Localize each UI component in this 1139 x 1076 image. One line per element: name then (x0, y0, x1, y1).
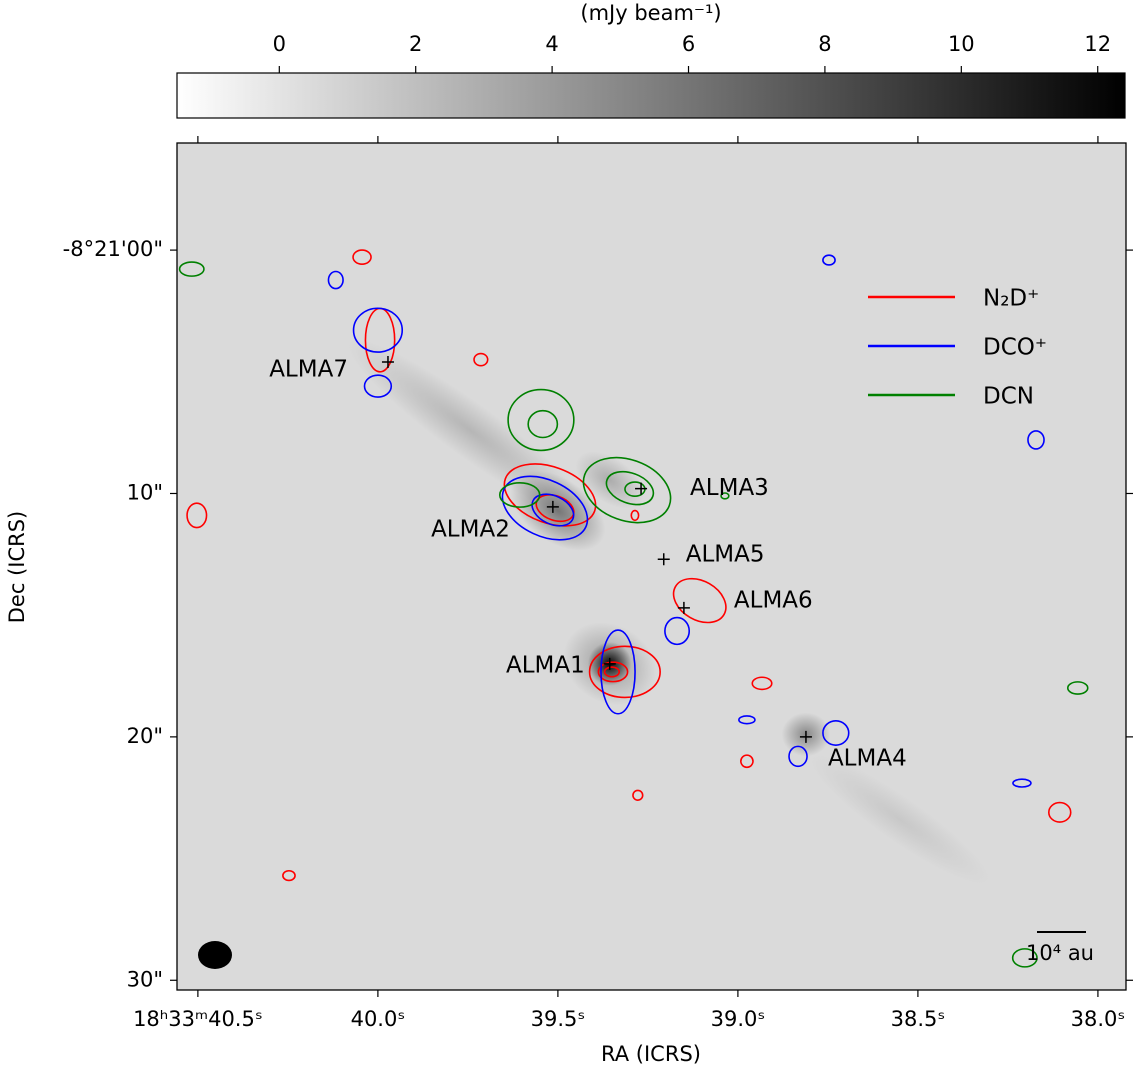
source-label: ALMA7 (269, 357, 348, 383)
contour (788, 745, 808, 768)
image (177, 143, 1126, 990)
contour (363, 374, 393, 398)
colorbar (176, 72, 1126, 119)
contour (632, 789, 644, 801)
contour (822, 720, 850, 746)
contour (1066, 681, 1089, 695)
y-tick-label: 10" (127, 480, 163, 504)
contour (605, 470, 655, 506)
x-tick-label: 18ʰ33ᵐ40.5ˢ (133, 1007, 263, 1031)
source-label: ALMA1 (506, 652, 585, 678)
colorbar-tick-label: 4 (545, 32, 558, 56)
contour (282, 869, 296, 882)
colorbar-label: (mJy beam⁻¹) (580, 1, 721, 25)
source-label: ALMA5 (686, 542, 765, 568)
contour (503, 463, 597, 527)
emission-blob (809, 754, 991, 885)
source-marker (677, 601, 690, 614)
contour (582, 456, 672, 524)
plot-frame (176, 142, 1127, 991)
source-marker (546, 500, 559, 513)
image-background (177, 143, 1126, 990)
colorbar-tick-label: 12 (1084, 32, 1111, 56)
source-label: ALMA6 (734, 587, 813, 613)
x-tick-label: 39.5ˢ (531, 1007, 586, 1031)
x-tick-label: 38.5ˢ (891, 1007, 946, 1031)
x-axis-label: RA (ICRS) (601, 1042, 701, 1066)
source-marker (657, 553, 670, 566)
source-marker (381, 356, 394, 369)
legend-label: DCO⁺ (983, 335, 1047, 361)
contour (630, 509, 640, 522)
contour (1048, 801, 1072, 823)
source-label: ALMA3 (690, 475, 769, 501)
contour (498, 481, 541, 508)
contour (327, 270, 344, 290)
contour (501, 475, 589, 541)
contour (672, 577, 727, 624)
contour (720, 492, 730, 500)
source-marker (799, 730, 812, 743)
colorbar-tick-label: 0 (273, 32, 286, 56)
colorbar-tick-label: 6 (682, 32, 695, 56)
source-label: ALMA2 (431, 516, 510, 542)
contour (1027, 430, 1045, 450)
overlay: ALMA7 ALMA2 ALMA3 ALMA5 ALMA6 ALMA1 ALMA4 N₂D⁺ D… (178, 249, 1089, 968)
emission-blob (510, 470, 606, 551)
contour (597, 661, 629, 683)
contour (664, 616, 691, 646)
contour (186, 502, 208, 529)
y-axis-label: Dec (ICRS) (5, 511, 29, 623)
contour (600, 629, 636, 715)
contour (352, 307, 404, 353)
contour (1011, 948, 1038, 968)
contour (738, 715, 756, 725)
x-tick-label: 38.0ˢ (1071, 1007, 1126, 1031)
source-marker (635, 482, 648, 495)
contour (507, 388, 575, 452)
contour (822, 254, 836, 266)
y-tick-label: -8°21'00" (63, 237, 163, 261)
y-tick-label: 20" (127, 724, 163, 748)
contour (603, 666, 621, 678)
x-tick-label: 39.0ˢ (711, 1007, 766, 1031)
beam (198, 941, 232, 969)
source-marker (603, 657, 616, 670)
y-tick-label: 30" (127, 967, 163, 991)
contour (1012, 778, 1032, 788)
legend-label: N₂D⁺ (983, 286, 1039, 312)
contour (352, 249, 372, 266)
contour (740, 754, 754, 769)
contour (751, 676, 773, 691)
source-label: ALMA4 (828, 745, 907, 771)
contour (588, 645, 661, 699)
contour (531, 493, 575, 527)
contour (473, 352, 489, 367)
colorbar-tick-label: 8 (818, 32, 831, 56)
contour (527, 409, 559, 439)
colorbar-tick-label: 2 (409, 32, 422, 56)
legend-label: DCN (983, 384, 1034, 410)
scale-bar-label: 10⁴ au (1026, 941, 1094, 965)
colorbar-tick-label: 10 (948, 32, 975, 56)
x-tick-label: 40.0ˢ (351, 1007, 406, 1031)
contour (178, 261, 205, 277)
